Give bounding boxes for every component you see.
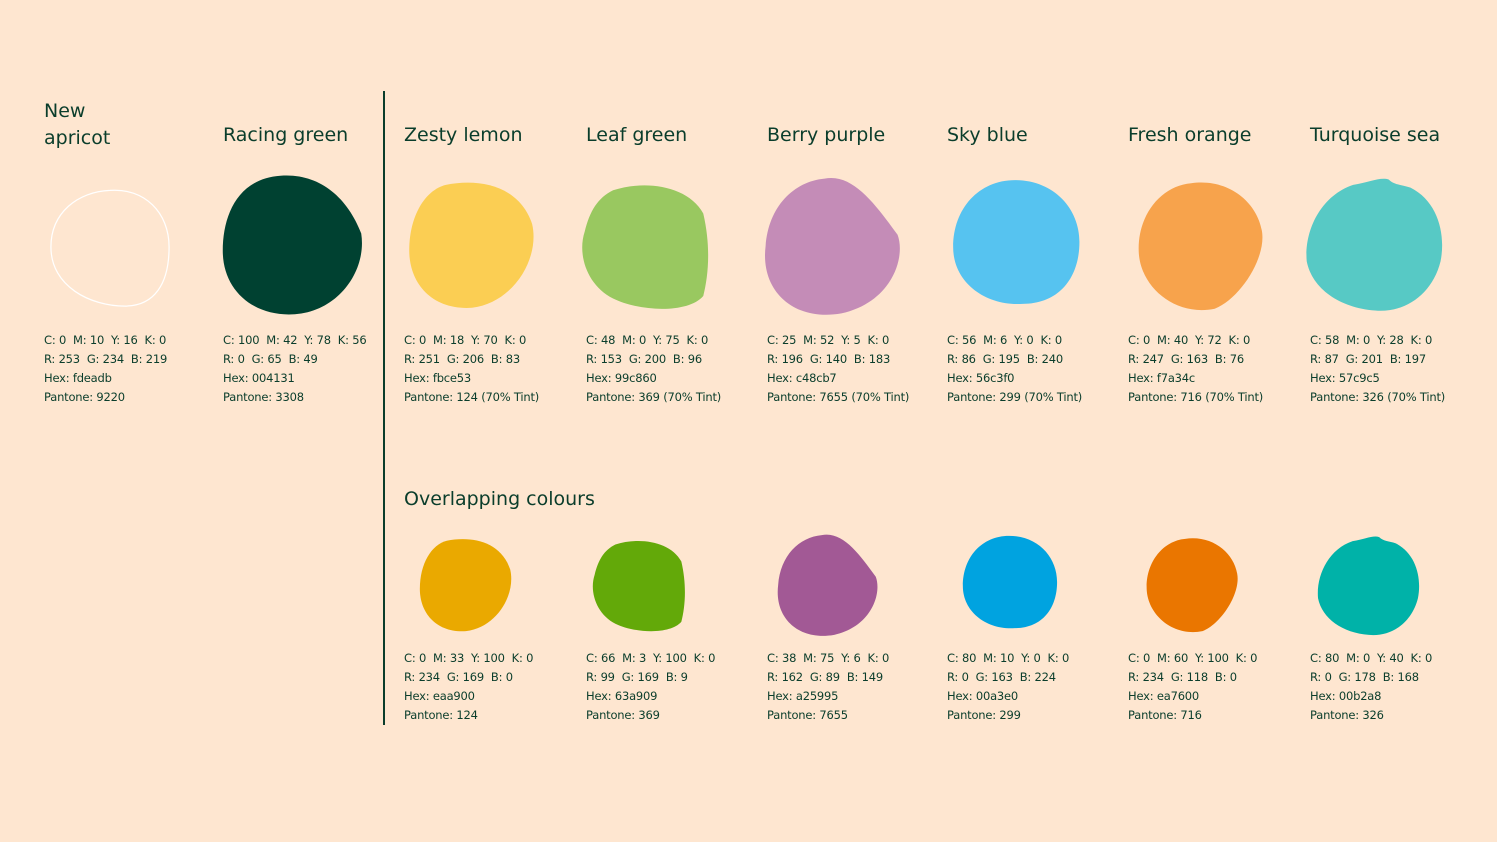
spec-pantone: Pantone: 716 — [1128, 708, 1202, 722]
colour-blob — [1317, 536, 1420, 636]
spec-hex: Hex: 57c9c5 — [1310, 371, 1380, 385]
colour-specs: C: 66 M: 3 Y: 100 K: 0 R: 99 G: 169 B: 9 H… — [586, 649, 715, 725]
spec-pantone: Pantone: 716 (70% Tint) — [1128, 390, 1264, 404]
spec-hex: Hex: 56c3f0 — [947, 371, 1015, 385]
colour-specs: C: 0 M: 33 Y: 100 K: 0 R: 234 G: 169 B: 0… — [404, 649, 533, 725]
spec-rgb: R: 234 G: 169 B: 0 — [404, 670, 513, 684]
spec-cmyk: C: 48 M: 0 Y: 75 K: 0 — [586, 333, 709, 347]
spec-rgb: R: 234 G: 118 B: 0 — [1128, 670, 1237, 684]
colour-blob — [409, 182, 534, 308]
spec-pantone: Pantone: 326 (70% Tint) — [1310, 390, 1446, 404]
spec-cmyk: C: 80 M: 0 Y: 40 K: 0 — [1310, 651, 1433, 665]
colour-name: Fresh orange — [1128, 124, 1252, 146]
spec-hex: Hex: 00b2a8 — [1310, 689, 1382, 703]
spec-pantone: Pantone: 9220 — [44, 390, 125, 404]
spec-pantone: Pantone: 7655 (70% Tint) — [767, 390, 910, 404]
colour-blob — [1306, 178, 1443, 311]
colour-specs: C: 80 M: 10 Y: 0 K: 0 R: 0 G: 163 B: 224 H… — [947, 649, 1069, 725]
colour-name: Leaf green — [586, 124, 688, 146]
spec-hex: Hex: eaa900 — [404, 689, 475, 703]
colour-name: Sky blue — [947, 124, 1028, 146]
spec-rgb: R: 86 G: 195 B: 240 — [947, 352, 1063, 366]
colour-specs: C: 48 M: 0 Y: 75 K: 0 R: 153 G: 200 B: 96… — [586, 331, 721, 407]
colour-blob — [419, 539, 512, 632]
spec-cmyk: C: 56 M: 6 Y: 0 K: 0 — [947, 333, 1063, 347]
spec-pantone: Pantone: 3308 — [223, 390, 304, 404]
colour-blob — [1146, 538, 1238, 633]
colour-name: Berry purple — [767, 124, 886, 146]
colour-blob — [582, 185, 709, 309]
spec-hex: Hex: ea7600 — [1128, 689, 1200, 703]
spec-hex: Hex: fbce53 — [404, 371, 472, 385]
spec-rgb: R: 0 G: 178 B: 168 — [1310, 670, 1419, 684]
colour-specs: C: 58 M: 0 Y: 28 K: 0 R: 87 G: 201 B: 197… — [1310, 331, 1445, 407]
spec-pantone: Pantone: 7655 — [767, 708, 848, 722]
spec-pantone: Pantone: 369 (70% Tint) — [586, 390, 722, 404]
spec-rgb: R: 0 G: 163 B: 224 — [947, 670, 1056, 684]
spec-cmyk: C: 66 M: 3 Y: 100 K: 0 — [586, 651, 716, 665]
colour-name: Zesty lemon — [404, 124, 523, 146]
spec-rgb: R: 153 G: 200 B: 96 — [586, 352, 702, 366]
spec-rgb: R: 247 G: 163 B: 76 — [1128, 352, 1244, 366]
colour-specs: C: 38 M: 75 Y: 6 K: 0 R: 162 G: 89 B: 149… — [767, 649, 889, 725]
spec-cmyk: C: 80 M: 10 Y: 0 K: 0 — [947, 651, 1070, 665]
section-divider — [383, 91, 385, 725]
colour-specs: C: 56 M: 6 Y: 0 K: 0 R: 86 G: 195 B: 240 H… — [947, 331, 1082, 407]
spec-hex: Hex: 99c860 — [586, 371, 657, 385]
spec-hex: Hex: 63a909 — [586, 689, 658, 703]
spec-rgb: R: 0 G: 65 B: 49 — [223, 352, 318, 366]
spec-cmyk: C: 100 M: 42 Y: 78 K: 56 — [223, 333, 367, 347]
colour-specs: C: 0 M: 18 Y: 70 K: 0 R: 251 G: 206 B: 83… — [404, 331, 539, 407]
spec-rgb: R: 251 G: 206 B: 83 — [404, 352, 520, 366]
spec-rgb: R: 196 G: 140 B: 183 — [767, 352, 891, 366]
colour-specs: C: 80 M: 0 Y: 40 K: 0 R: 0 G: 178 B: 168 H… — [1310, 649, 1432, 725]
overlapping-colours-title: Overlapping colours — [404, 488, 595, 510]
spec-cmyk: C: 38 M: 75 Y: 6 K: 0 — [767, 651, 890, 665]
spec-pantone: Pantone: 326 — [1310, 708, 1384, 722]
spec-cmyk: C: 0 M: 40 Y: 72 K: 0 — [1128, 333, 1251, 347]
spec-pantone: Pantone: 299 — [947, 708, 1021, 722]
spec-cmyk: C: 58 M: 0 Y: 28 K: 0 — [1310, 333, 1433, 347]
colour-blob — [50, 189, 170, 307]
colour-blob — [592, 540, 685, 632]
colour-specs: C: 100 M: 42 Y: 78 K: 56 R: 0 G: 65 B: 49… — [223, 331, 367, 407]
colour-specs: C: 0 M: 10 Y: 16 K: 0 R: 253 G: 234 B: 21… — [44, 331, 167, 407]
colour-blob — [777, 534, 878, 636]
spec-hex: Hex: c48cb7 — [767, 371, 837, 385]
colour-name: New apricot — [44, 100, 111, 149]
spec-pantone: Pantone: 299 (70% Tint) — [947, 390, 1083, 404]
colour-blob — [765, 177, 900, 315]
colour-blob — [222, 175, 362, 315]
spec-hex: Hex: a25995 — [767, 689, 839, 703]
spec-rgb: R: 99 G: 169 B: 9 — [586, 670, 688, 684]
colour-specs: C: 25 M: 52 Y: 5 K: 0 R: 196 G: 140 B: 18… — [767, 331, 909, 407]
spec-rgb: R: 253 G: 234 B: 219 — [44, 352, 168, 366]
spec-hex: Hex: 00a3e0 — [947, 689, 1019, 703]
colour-name: Turquoise sea — [1310, 124, 1441, 146]
spec-cmyk: C: 0 M: 10 Y: 16 K: 0 — [44, 333, 167, 347]
colour-specs: C: 0 M: 60 Y: 100 K: 0 R: 234 G: 118 B: 0… — [1128, 649, 1257, 725]
spec-hex: Hex: f7a34c — [1128, 371, 1196, 385]
colour-specs: C: 0 M: 40 Y: 72 K: 0 R: 247 G: 163 B: 76… — [1128, 331, 1263, 407]
spec-cmyk: C: 0 M: 33 Y: 100 K: 0 — [404, 651, 534, 665]
spec-pantone: Pantone: 124 (70% Tint) — [404, 390, 540, 404]
colour-name: Racing green — [223, 124, 349, 146]
spec-hex: Hex: 004131 — [223, 371, 295, 385]
colour-blob — [953, 180, 1080, 305]
spec-hex: Hex: fdeadb — [44, 371, 112, 385]
spec-rgb: R: 162 G: 89 B: 149 — [767, 670, 883, 684]
spec-pantone: Pantone: 369 — [586, 708, 660, 722]
spec-pantone: Pantone: 124 — [404, 708, 478, 722]
colour-blob — [962, 535, 1058, 629]
spec-cmyk: C: 0 M: 60 Y: 100 K: 0 — [1128, 651, 1258, 665]
spec-cmyk: C: 25 M: 52 Y: 5 K: 0 — [767, 333, 890, 347]
colour-blob — [1138, 182, 1263, 311]
spec-rgb: R: 87 G: 201 B: 197 — [1310, 352, 1426, 366]
spec-cmyk: C: 0 M: 18 Y: 70 K: 0 — [404, 333, 527, 347]
